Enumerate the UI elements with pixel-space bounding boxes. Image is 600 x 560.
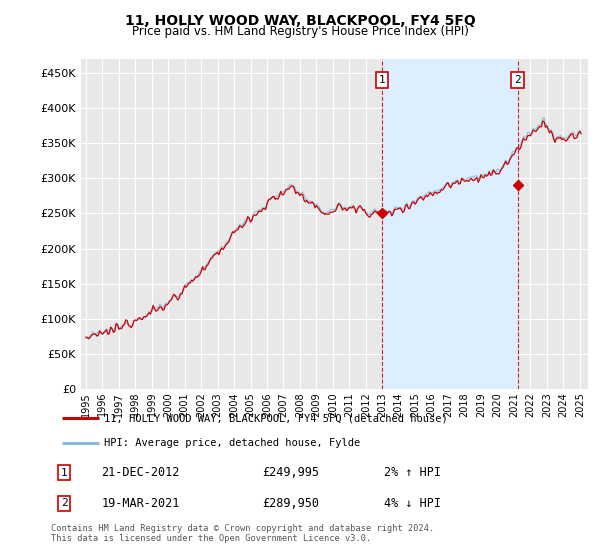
Text: 11, HOLLY WOOD WAY, BLACKPOOL, FY4 5FQ (detached house): 11, HOLLY WOOD WAY, BLACKPOOL, FY4 5FQ (… [104, 413, 448, 423]
Text: 1: 1 [379, 75, 385, 85]
Text: HPI: Average price, detached house, Fylde: HPI: Average price, detached house, Fyld… [104, 438, 360, 448]
Text: 2: 2 [61, 498, 68, 508]
Text: 2% ↑ HPI: 2% ↑ HPI [383, 466, 440, 479]
Bar [382, 59, 518, 389]
Text: Contains HM Land Registry data © Crown copyright and database right 2024.
This d: Contains HM Land Registry data © Crown c… [51, 524, 434, 543]
Text: 11, HOLLY WOOD WAY, BLACKPOOL, FY4 5FQ: 11, HOLLY WOOD WAY, BLACKPOOL, FY4 5FQ [125, 14, 475, 28]
Text: 4% ↓ HPI: 4% ↓ HPI [383, 497, 440, 510]
Text: 1: 1 [61, 468, 68, 478]
Text: 21-DEC-2012: 21-DEC-2012 [101, 466, 179, 479]
Text: £249,995: £249,995 [262, 466, 319, 479]
Text: £289,950: £289,950 [262, 497, 319, 510]
Text: 19-MAR-2021: 19-MAR-2021 [101, 497, 179, 510]
Text: Price paid vs. HM Land Registry's House Price Index (HPI): Price paid vs. HM Land Registry's House … [131, 25, 469, 38]
Text: 2: 2 [514, 75, 521, 85]
